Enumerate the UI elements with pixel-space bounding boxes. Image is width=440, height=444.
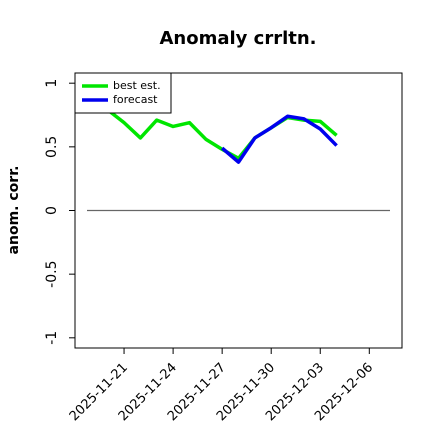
series-line — [221, 114, 338, 164]
y-tick-label: 1 — [44, 79, 60, 88]
legend-label: best est. — [113, 79, 161, 92]
y-tick-label: -0.5 — [44, 260, 60, 287]
legend-box — [74, 72, 172, 114]
y-tick-label: -1 — [44, 331, 60, 345]
legend-label: forecast — [113, 93, 158, 106]
y-tick-label: 0.5 — [44, 136, 60, 158]
chart-title: Anomaly crrltn. — [159, 28, 316, 49]
y-axis-label: anom. corr. — [6, 166, 22, 255]
y-tick-label: 0 — [44, 206, 60, 215]
